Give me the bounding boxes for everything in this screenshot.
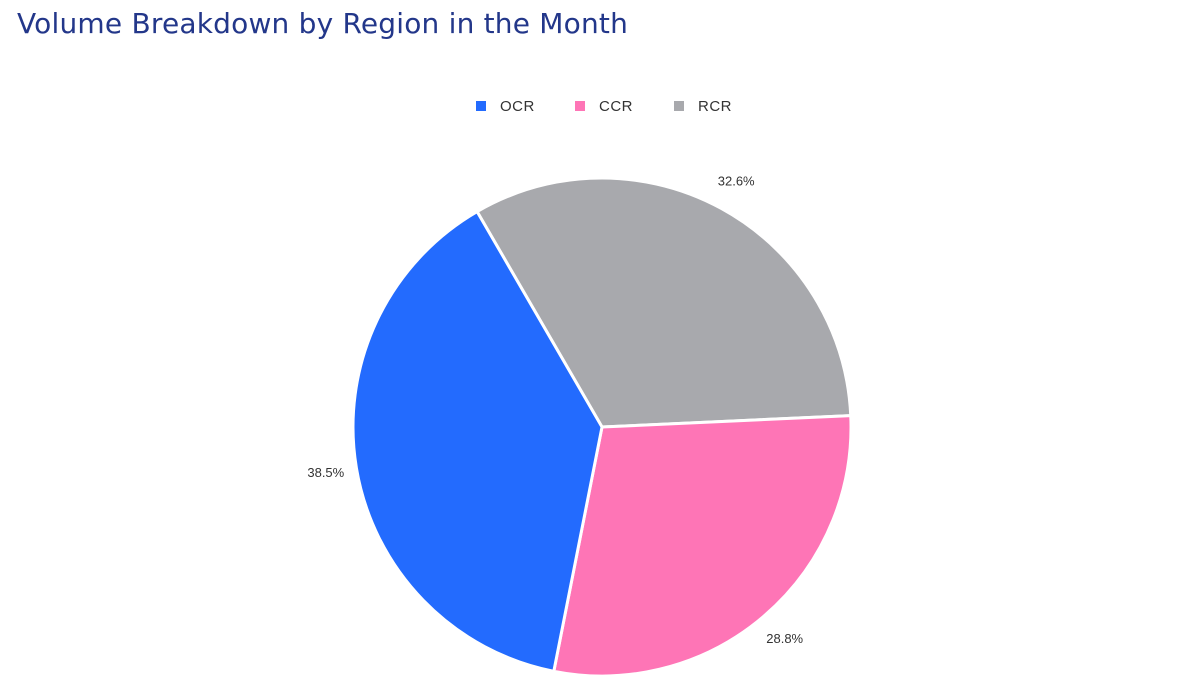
pie-labels: 32.6% 28.8% 38.5% (307, 173, 803, 646)
pie-slice-ccr[interactable] (552, 414, 853, 678)
legend-swatch-rcr (674, 101, 684, 111)
chart-title: Volume Breakdown by Region in the Month (17, 7, 629, 40)
pie-slices (351, 176, 853, 678)
legend-label-rcr: RCR (698, 97, 732, 115)
pie-label-ocr: 38.5% (307, 465, 344, 480)
pie-label-ccr: 28.8% (766, 631, 803, 646)
legend-label-ccr: CCR (599, 97, 633, 115)
legend: OCR CCR RCR (0, 95, 1200, 117)
pie-label-rcr: 32.6% (718, 173, 755, 188)
legend-swatch-ccr (575, 101, 585, 111)
legend-item-rcr[interactable]: RCR (674, 95, 732, 117)
legend-item-ocr[interactable]: OCR (476, 95, 535, 117)
pie-slice-rcr[interactable] (475, 176, 853, 429)
legend-label-ocr: OCR (500, 97, 535, 115)
legend-swatch-ocr (476, 101, 486, 111)
pie-slice-ocr[interactable] (351, 210, 604, 673)
legend-item-ccr[interactable]: CCR (575, 95, 633, 117)
